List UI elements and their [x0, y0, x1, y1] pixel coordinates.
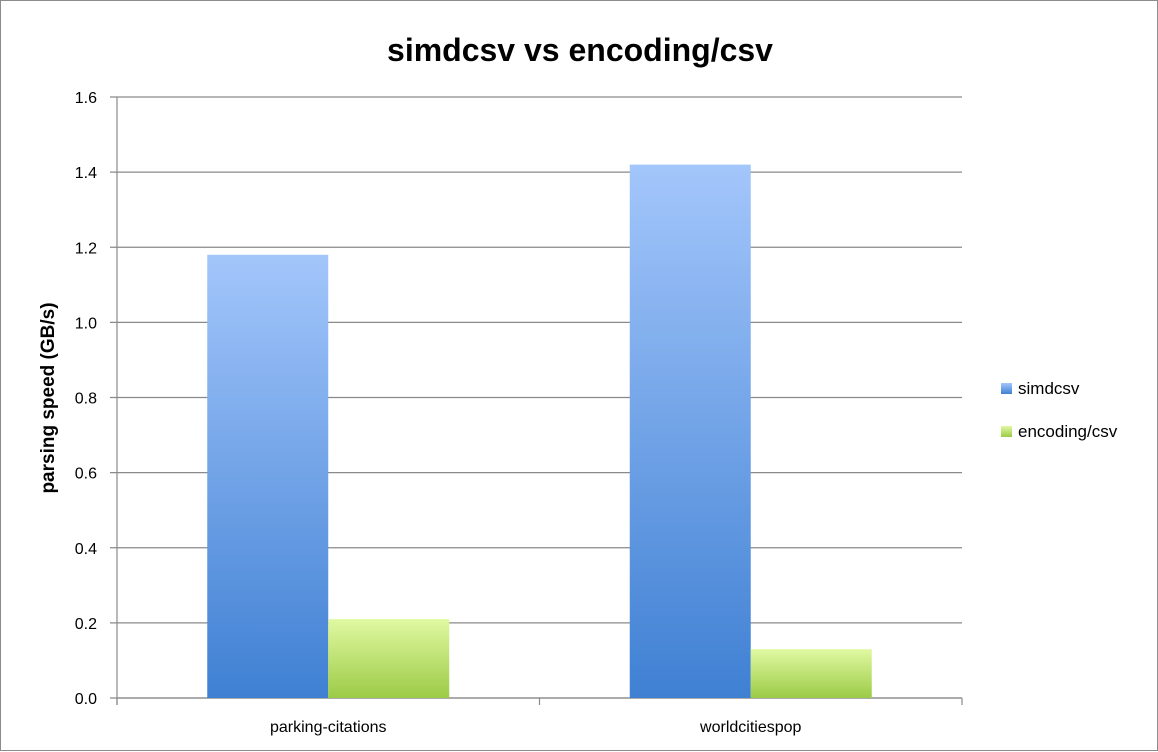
y-tick-label: 0.0	[75, 691, 97, 708]
bars	[207, 164, 872, 699]
legend-swatch	[1001, 426, 1012, 437]
y-tick-label: 0.8	[75, 391, 97, 408]
y-tick-label: 1.2	[75, 240, 97, 257]
chart-title: simdcsv vs encoding/csv	[387, 32, 773, 68]
legend-label: simdcsv	[1018, 379, 1080, 398]
x-tick-label: worldcitiespop	[699, 719, 801, 736]
x-tick-label: parking-citations	[270, 719, 387, 736]
bar-encoding-csv-worldcitiespop	[750, 649, 872, 698]
y-tick-labels: 0.0 0.2 0.4 0.6 0.8 1.0 1.2 1.4 1.6	[75, 90, 97, 708]
y-tick-label: 1.0	[75, 315, 97, 332]
y-tick-label: 0.6	[75, 466, 97, 483]
legend-swatch	[1001, 383, 1012, 394]
y-tick-label: 1.4	[75, 165, 97, 182]
bar-simdcsv-parking-citations	[207, 254, 329, 698]
bar-encoding-csv-parking-citations	[328, 619, 450, 698]
y-tick-label: 1.6	[75, 90, 97, 107]
y-axis-title: parsing speed (GB/s)	[38, 302, 59, 493]
x-tick-labels: parking-citations worldcitiespop	[270, 719, 802, 736]
legend: simdcsv encoding/csv	[1001, 379, 1118, 441]
legend-label: encoding/csv	[1018, 422, 1118, 441]
y-tick-label: 0.2	[75, 616, 97, 633]
y-tick-label: 0.4	[75, 541, 97, 558]
bar-simdcsv-worldcitiespop	[629, 164, 751, 699]
